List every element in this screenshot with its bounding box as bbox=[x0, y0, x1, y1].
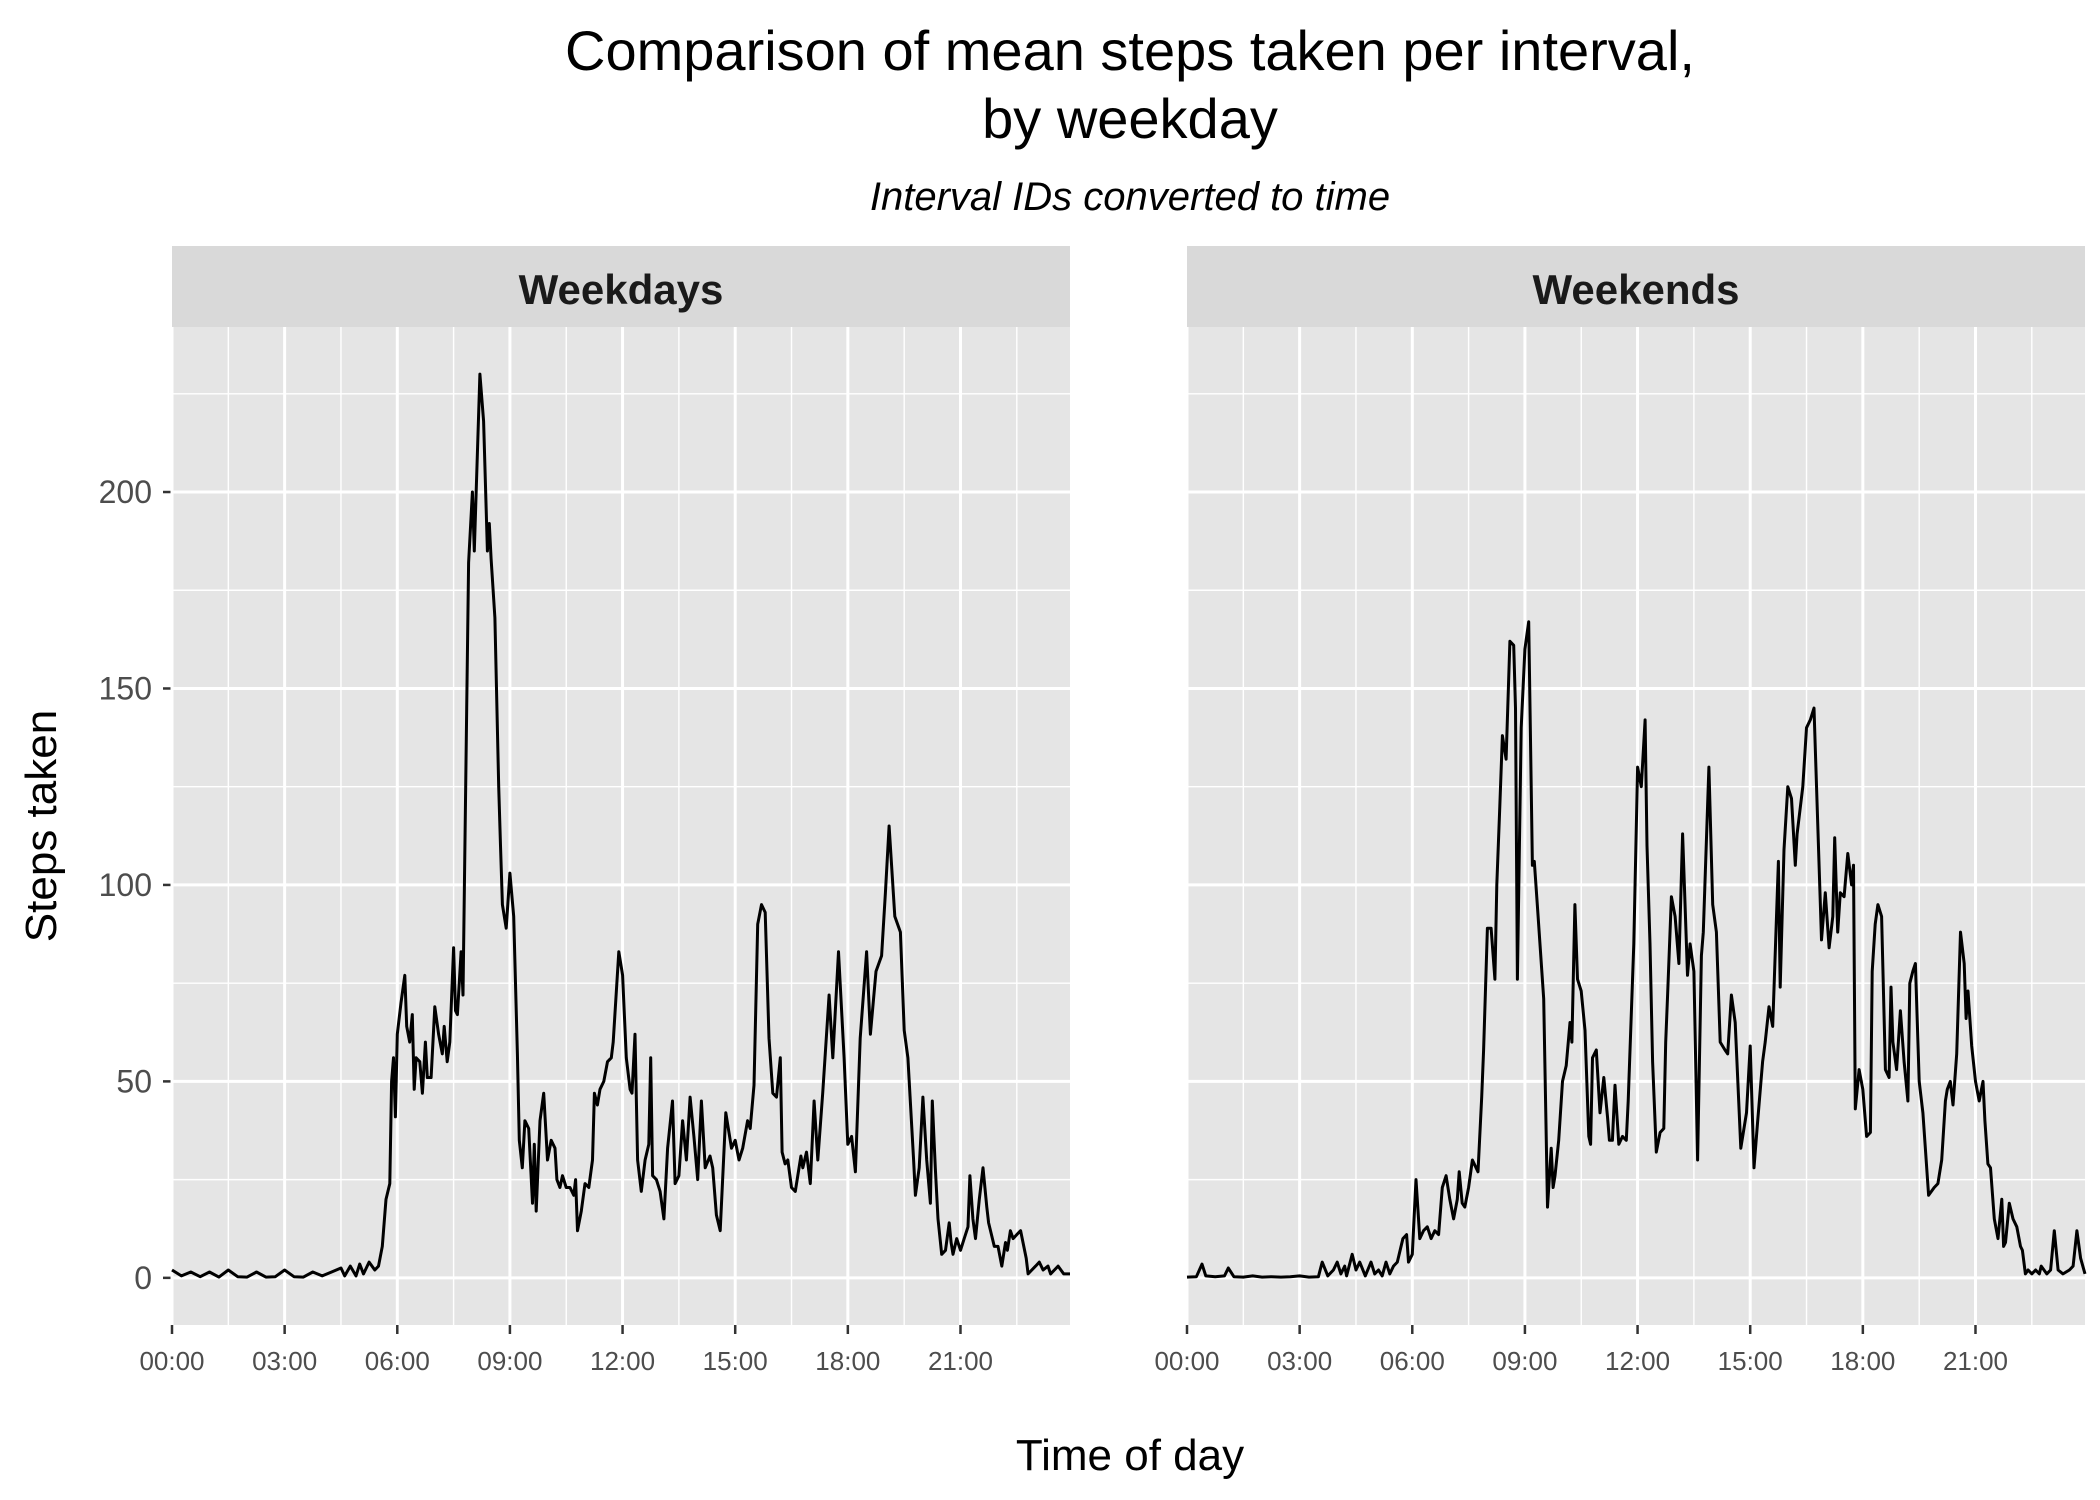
x-tick-label: 06:00 bbox=[365, 1346, 430, 1376]
x-tick-label: 21:00 bbox=[1943, 1346, 2008, 1376]
strip-label-weekdays: Weekdays bbox=[519, 266, 724, 313]
x-tick-label: 03:00 bbox=[252, 1346, 317, 1376]
x-tick-label: 21:00 bbox=[928, 1346, 993, 1376]
x-tick-label: 18:00 bbox=[815, 1346, 880, 1376]
y-tick-label: 100 bbox=[99, 867, 152, 903]
y-tick-label: 150 bbox=[99, 670, 152, 706]
panel-weekdays: Weekdays 00:00 03:00 06:00 09:00 12:00 15:00 1… bbox=[139, 246, 1070, 1376]
x-tick-label: 00:00 bbox=[1154, 1346, 1219, 1376]
strip-weekdays bbox=[172, 246, 1070, 327]
x-axis-title: Time of day bbox=[1016, 1431, 1244, 1480]
strip-weekends bbox=[1187, 246, 2085, 327]
chart-subtitle: Interval IDs converted to time bbox=[870, 175, 1390, 219]
x-tick-label: 15:00 bbox=[703, 1346, 768, 1376]
grid-weekdays bbox=[170, 327, 1070, 1325]
y-tick-label: 50 bbox=[116, 1063, 152, 1099]
x-tick-label: 18:00 bbox=[1830, 1346, 1895, 1376]
x-tick-label: 12:00 bbox=[1605, 1346, 1670, 1376]
y-tick-label: 200 bbox=[99, 474, 152, 510]
y-axis-title: Steps taken bbox=[17, 710, 66, 942]
strip-label-weekends: Weekends bbox=[1533, 266, 1740, 313]
chart-title-line2: by weekday bbox=[982, 87, 1278, 150]
y-axis: 0 50 100 150 200 bbox=[99, 474, 172, 1296]
series-line-weekdays bbox=[171, 372, 1070, 1279]
x-tick-label: 09:00 bbox=[477, 1346, 542, 1376]
x-tick-label: 00:00 bbox=[139, 1346, 204, 1376]
x-tick-label: 06:00 bbox=[1380, 1346, 1445, 1376]
chart-title-line1: Comparison of mean steps taken per inter… bbox=[565, 19, 1695, 82]
x-tick-label: 12:00 bbox=[590, 1346, 655, 1376]
x-ticks-weekends: 00:00 03:00 06:00 09:00 12:00 15:00 18:00 21:00 bbox=[1154, 1325, 2008, 1376]
y-tick-label: 0 bbox=[134, 1260, 152, 1296]
x-tick-label: 09:00 bbox=[1492, 1346, 1557, 1376]
x-tick-label: 15:00 bbox=[1718, 1346, 1783, 1376]
panel-weekends: Weekends 00:00 03:00 06:00 09:00 12:00 15:00 1… bbox=[1154, 246, 2087, 1376]
series-line-weekends bbox=[1186, 620, 2087, 1279]
x-tick-label: 03:00 bbox=[1267, 1346, 1332, 1376]
x-ticks-weekdays: 00:00 03:00 06:00 09:00 12:00 15:00 18:00 21:00 bbox=[139, 1325, 993, 1376]
